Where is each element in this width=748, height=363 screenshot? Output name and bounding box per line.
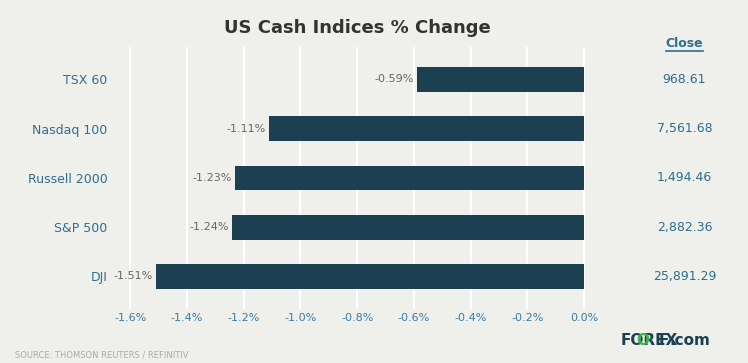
Text: O: O [637,334,649,348]
Text: 1,494.46: 1,494.46 [657,171,712,184]
Bar [269,116,584,141]
Text: -1.23%: -1.23% [192,173,232,183]
Bar [156,264,584,289]
Text: F: F [658,334,669,348]
Bar [233,215,584,240]
Text: -1.24%: -1.24% [189,222,229,232]
Text: 2,882.36: 2,882.36 [657,221,712,234]
Text: -0.59%: -0.59% [374,74,414,84]
Title: US Cash Indices % Change: US Cash Indices % Change [224,19,491,37]
Text: 25,891.29: 25,891.29 [653,270,716,283]
Text: FOREX: FOREX [621,334,678,348]
Text: SOURCE: THOMSON REUTERS / REFINITIV: SOURCE: THOMSON REUTERS / REFINITIV [15,350,188,359]
Text: -1.51%: -1.51% [113,272,153,281]
Bar [235,166,584,190]
Text: 7,561.68: 7,561.68 [657,122,712,135]
Text: Close: Close [666,37,703,50]
Bar [417,67,584,91]
Text: 968.61: 968.61 [663,73,706,86]
Text: .com: .com [669,334,711,348]
Text: -1.11%: -1.11% [227,123,266,134]
